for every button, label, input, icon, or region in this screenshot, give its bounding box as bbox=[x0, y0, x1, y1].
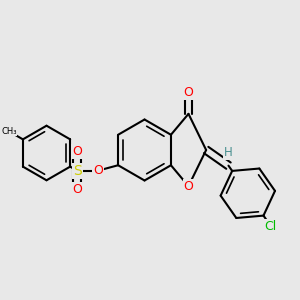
Text: Cl: Cl bbox=[265, 220, 277, 232]
Text: O: O bbox=[93, 164, 103, 177]
Text: O: O bbox=[184, 86, 194, 100]
Text: S: S bbox=[73, 164, 82, 178]
Text: O: O bbox=[184, 180, 194, 193]
Text: O: O bbox=[72, 183, 82, 196]
Text: CH₃: CH₃ bbox=[1, 127, 17, 136]
Text: O: O bbox=[72, 145, 82, 158]
Text: H: H bbox=[224, 146, 233, 159]
